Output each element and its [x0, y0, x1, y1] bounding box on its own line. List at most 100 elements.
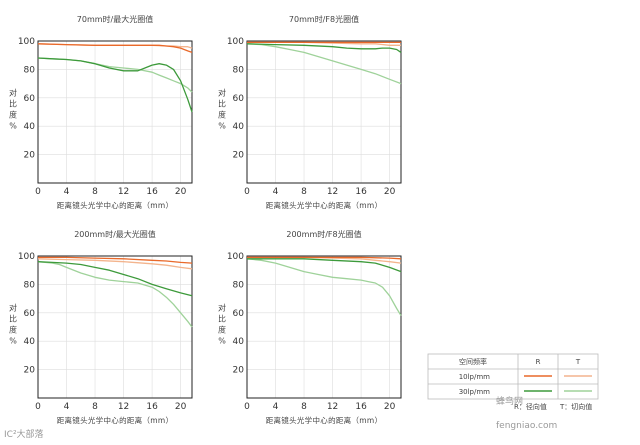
x-tick-label: 4 [64, 402, 70, 412]
x-tick-label: 16 [355, 402, 367, 412]
y-axis-label-char: 对 [218, 88, 226, 98]
x-tick-label: 12 [327, 187, 338, 197]
x-tick-label: 20 [175, 402, 187, 412]
y-tick-label: 80 [233, 65, 245, 75]
y-tick-label: 100 [18, 37, 35, 47]
series-line-t-30lp [246, 258, 402, 316]
x-tick-label: 8 [92, 402, 98, 412]
y-tick-label: 40 [24, 337, 36, 347]
plot-frame [246, 255, 402, 399]
series-line-t-10lp [37, 258, 193, 270]
x-tick-label: 8 [301, 187, 307, 197]
y-tick-label: 100 [18, 252, 35, 262]
x-tick-label: 20 [384, 402, 396, 412]
chart-panel: 200mm时/最大光圈值 0 4 8 12 16 20 20 40 60 80 100 对比度% 距离镜头… [9, 229, 193, 425]
y-tick-label: 20 [233, 366, 245, 376]
series-line-r-10lp [38, 256, 193, 264]
series-line-t-30lp [37, 57, 193, 93]
plot-frame [37, 40, 193, 184]
series-line-r-10lp [247, 256, 402, 260]
x-axis-label: 距离镜头光学中心的距离（mm） [266, 200, 383, 210]
x-axis-label: 距离镜头光学中心的距离（mm） [266, 415, 383, 425]
series-line-t-30lp [37, 261, 193, 328]
x-tick-label: 12 [118, 402, 129, 412]
series-line-r-10lp [37, 43, 193, 54]
y-axis-label-char: 对 [218, 303, 226, 313]
y-axis-label-char: 比 [9, 314, 17, 324]
x-axis-label: 距离镜头光学中心的距离（mm） [57, 200, 174, 210]
x-tick-label: 20 [175, 187, 187, 197]
y-tick-label: 60 [24, 309, 36, 319]
x-tick-label: 0 [244, 402, 250, 412]
y-axis-label-char: % [9, 122, 17, 131]
legend-header-t: T [575, 358, 581, 366]
plot-frame [246, 40, 402, 184]
y-tick-label: 100 [227, 37, 244, 47]
legend-note-r: R：径向值 [514, 402, 547, 411]
y-tick-label: 80 [24, 65, 36, 75]
y-tick-label: 60 [233, 309, 245, 319]
series-line-r-30lp [37, 261, 193, 297]
y-tick-label: 80 [233, 280, 245, 290]
y-axis-label-char: 比 [218, 314, 226, 324]
y-tick-label: 60 [233, 94, 245, 104]
x-tick-label: 16 [355, 187, 367, 197]
chart-panel: 70mm时/最大光圈值 0 4 8 12 16 20 20 40 60 80 100 对比度% 距离镜头光… [9, 14, 193, 210]
y-axis-label-char: 对 [9, 88, 17, 98]
x-tick-label: 20 [384, 187, 396, 197]
x-tick-label: 12 [327, 402, 338, 412]
y-tick-label: 20 [24, 151, 36, 161]
y-axis-label-char: 度 [218, 110, 226, 120]
y-tick-label: 80 [24, 280, 36, 290]
chart-panel: 70mm时/F8光圈值 0 4 8 12 16 20 20 40 60 80 100 对比度% 距离镜头光… [218, 14, 402, 210]
x-tick-label: 4 [273, 187, 279, 197]
chart-title: 200mm时/最大光圈值 [74, 229, 156, 239]
plot-frame [37, 255, 193, 399]
watermark-left: IC²大部落 [4, 428, 44, 440]
series-line-t-30lp [246, 43, 402, 85]
x-axis-label: 距离镜头光学中心的距离（mm） [57, 415, 174, 425]
x-tick-label: 0 [244, 187, 250, 197]
chart-title: 70mm时/F8光圈值 [289, 14, 359, 24]
x-tick-label: 0 [35, 402, 41, 412]
x-tick-label: 8 [92, 187, 98, 197]
legend-note-t: T：切向值 [559, 402, 592, 411]
x-tick-label: 0 [35, 187, 41, 197]
legend: 空间频率 R T 10lp/mm 30lp/mm R：径向值 T：切向值 [427, 353, 599, 411]
watermark-right: 蜂鸟网 [496, 395, 523, 407]
y-tick-label: 40 [233, 122, 245, 132]
x-tick-label: 12 [118, 187, 129, 197]
chart-title: 70mm时/最大光圈值 [77, 14, 153, 24]
x-tick-label: 4 [64, 187, 70, 197]
legend-header-frequency: 空间频率 [459, 357, 487, 366]
legend-row-10lp: 10lp/mm [459, 373, 490, 381]
x-tick-label: 4 [273, 402, 279, 412]
legend-header-r: R [536, 358, 541, 366]
y-tick-label: 60 [24, 94, 36, 104]
x-tick-label: 16 [146, 402, 158, 412]
x-tick-label: 8 [301, 402, 307, 412]
series-line-r-30lp [37, 57, 193, 113]
y-axis-label-char: 度 [9, 325, 17, 335]
y-tick-label: 20 [24, 366, 36, 376]
y-axis-label-char: 对 [9, 303, 17, 313]
y-tick-label: 20 [233, 151, 245, 161]
y-axis-label-char: 比 [9, 99, 17, 109]
y-axis-label-char: 比 [218, 99, 226, 109]
legend-row-30lp: 30lp/mm [459, 388, 490, 396]
y-axis-label-char: % [9, 337, 17, 346]
x-tick-label: 16 [146, 187, 158, 197]
y-axis-label-char: 度 [9, 110, 17, 120]
y-axis-label-char: % [218, 337, 226, 346]
chart-title: 200mm时/F8光圈值 [286, 229, 361, 239]
chart-panel: 200mm时/F8光圈值 0 4 8 12 16 20 20 40 60 80 100 对比度% 距离镜头… [218, 229, 402, 425]
watermark-right-sub: fengniao.com [496, 421, 557, 431]
y-tick-label: 40 [233, 337, 245, 347]
series-line-r-30lp [247, 258, 402, 273]
series-line-r-30lp [246, 43, 402, 53]
y-tick-label: 40 [24, 122, 36, 132]
y-axis-label-char: % [218, 122, 226, 131]
